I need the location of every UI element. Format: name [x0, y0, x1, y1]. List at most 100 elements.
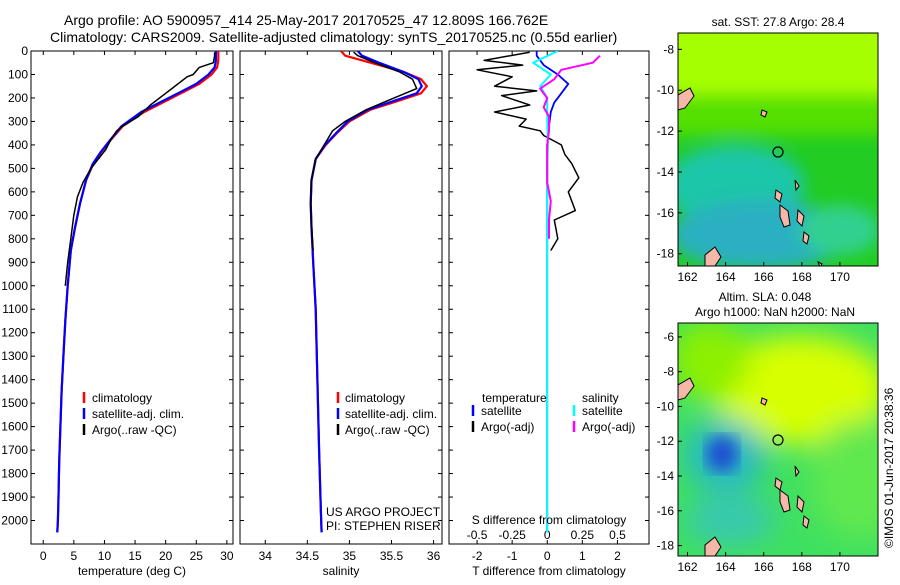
depth-tick-label: 1800 — [1, 467, 28, 481]
depth-tick-label: 1200 — [1, 326, 28, 340]
land — [678, 87, 823, 266]
temperature-xtick-label: 20 — [159, 549, 173, 563]
longitude-tick-label: 168 — [792, 270, 812, 284]
latitude-tick-label: -12 — [657, 124, 675, 138]
temperature-series-satellite-adj-clim- — [56, 51, 217, 533]
temperature-series-argo-raw-qc- — [64, 52, 216, 286]
depth-tick-label: 1000 — [1, 279, 28, 293]
land — [678, 377, 810, 556]
depth-tick-label: 1400 — [1, 373, 28, 387]
temperature-plot-frame — [30, 50, 234, 545]
legend-temp-argo-label: Argo(-adj) — [481, 420, 534, 434]
depth-tick-label: 100 — [8, 67, 28, 81]
salinity-xtick-label: 35.5 — [380, 549, 404, 563]
depth-tick-label: 1300 — [1, 349, 28, 363]
legend-sal-argo-label: Argo(-adj) — [582, 420, 635, 434]
sla-map-title-line2: Argo h1000: NaN h2000: NaN — [695, 305, 855, 319]
temperature-series-group — [56, 51, 220, 533]
salinity-xtick-label: 35 — [343, 549, 357, 563]
temperature-xtick-label: 15 — [128, 549, 142, 563]
latitude-tick-label: -14 — [657, 469, 675, 483]
temperature-xtick-label: 10 — [98, 549, 112, 563]
sla-low-patch — [685, 495, 775, 545]
sla-low-core — [706, 436, 738, 472]
longitude-tick-label: 162 — [678, 270, 698, 284]
legend-temperature-title: temperature — [482, 391, 547, 405]
project-credit: US ARGO PROJECT — [326, 505, 441, 519]
imos-timestamp: ©IMOS 01-Jun-2017 20:38:36 — [882, 387, 896, 548]
sst-map-axes: 162 164 166 168 170 -8 -10 -12 -14 -16 -18 — [657, 42, 851, 284]
temperature-xtick-label: 30 — [220, 549, 234, 563]
legend-satellite-label: satellite-adj. clim. — [92, 407, 184, 421]
legend-argo-label: Argo(..raw -QC) — [345, 423, 430, 437]
longitude-tick-label: 168 — [792, 560, 812, 574]
longitude-tick-label: 164 — [716, 560, 736, 574]
difference-chart: -2 -1 0 1 2 -0.5 -0.25 0 0.25 0.5 — [449, 50, 649, 563]
difference-xtick-label: -1 — [507, 549, 518, 563]
temperature-xtick-label: 5 — [71, 549, 78, 563]
latitude-tick-label: -8 — [663, 42, 674, 56]
depth-tick-label: 1900 — [1, 490, 28, 504]
latitude-tick-label: -18 — [657, 539, 675, 553]
difference-legend: temperature salinity satellite Argo(-adj… — [471, 391, 635, 434]
difference-xtick-label: -2 — [472, 549, 483, 563]
sst-map-title: sat. SST: 27.8 Argo: 28.4 — [712, 15, 845, 29]
latitude-tick-label: -12 — [657, 434, 675, 448]
salinity-diff-tick-label: 0 — [544, 528, 551, 542]
salinity-diff-tick-label: -0.5 — [467, 528, 488, 542]
salinity-series-satellite-adj-clim- — [309, 51, 423, 533]
longitude-tick-label: 166 — [754, 270, 774, 284]
argo-float-marker — [772, 434, 784, 446]
difference-series-temperature-argo-adj- — [476, 51, 580, 251]
temperature-chart: 0100200300400500600700800900100011001200… — [1, 44, 234, 563]
depth-tick-label: 2000 — [1, 514, 28, 528]
difference-series-salinity-satellite — [532, 51, 559, 533]
depth-tick-label: 600 — [8, 185, 28, 199]
sla-mid-patch — [810, 420, 878, 540]
salinity-diff-tick-label: 0.5 — [609, 528, 626, 542]
difference-xlabel: T difference from climatology — [472, 564, 626, 578]
legend-climatology-label: climatology — [345, 391, 405, 405]
sst-mid-band — [678, 95, 878, 135]
argo-float-marker — [772, 146, 784, 158]
latitude-tick-label: -16 — [657, 206, 675, 220]
salinity-plot-frame — [239, 50, 443, 545]
sla-map-title-line1: Altim. SLA: 0.048 — [719, 290, 812, 304]
longitude-tick-label: 164 — [716, 270, 736, 284]
temperature-xtick-label: 0 — [40, 549, 47, 563]
latitude-tick-label: -18 — [657, 247, 675, 261]
salinity-xtick-label: 34 — [259, 549, 273, 563]
difference-xtick-label: 2 — [614, 549, 621, 563]
salinity-xtick-label: 36 — [427, 549, 441, 563]
temperature-legend: climatology satellite-adj. clim. Argo(..… — [82, 391, 184, 437]
depth-tick-label: 0 — [21, 44, 28, 58]
sla-high-patch — [678, 323, 750, 400]
salinity-xlabel: salinity — [323, 564, 360, 578]
longitude-tick-label: 170 — [830, 560, 850, 574]
longitude-tick-label: 166 — [754, 560, 774, 574]
difference-xtick-label: 1 — [579, 549, 586, 563]
depth-tick-label: 200 — [8, 91, 28, 105]
difference-series-salinity-argo-adj- — [539, 54, 601, 239]
latitude-tick-label: -16 — [657, 504, 675, 518]
temperature-xlabel: temperature (deg C) — [78, 564, 186, 578]
salinity-legend: climatology satellite-adj. clim. Argo(..… — [336, 391, 437, 437]
difference-xtick-label: 0 — [544, 549, 551, 563]
sla-map — [678, 323, 878, 556]
salinity-chart: 34 34.5 35 35.5 36 — [240, 50, 442, 563]
sst-map — [678, 33, 878, 266]
depth-tick-label: 1700 — [1, 443, 28, 457]
depth-tick-label: 1100 — [2, 302, 28, 316]
depth-tick-label: 700 — [8, 208, 28, 222]
difference-xlabel-top: S difference from climatology — [472, 513, 627, 527]
sla-high-patch — [710, 335, 878, 445]
difference-series-group — [476, 51, 601, 533]
legend-climatology-label: climatology — [92, 391, 152, 405]
depth-tick-label: 800 — [8, 232, 28, 246]
temperature-xtick-label: 25 — [190, 549, 204, 563]
depth-tick-label: 1600 — [1, 420, 28, 434]
latitude-tick-label: -10 — [657, 83, 675, 97]
legend-satellite-label: satellite-adj. clim. — [345, 407, 437, 421]
salinity-diff-tick-label: 0.25 — [571, 528, 595, 542]
